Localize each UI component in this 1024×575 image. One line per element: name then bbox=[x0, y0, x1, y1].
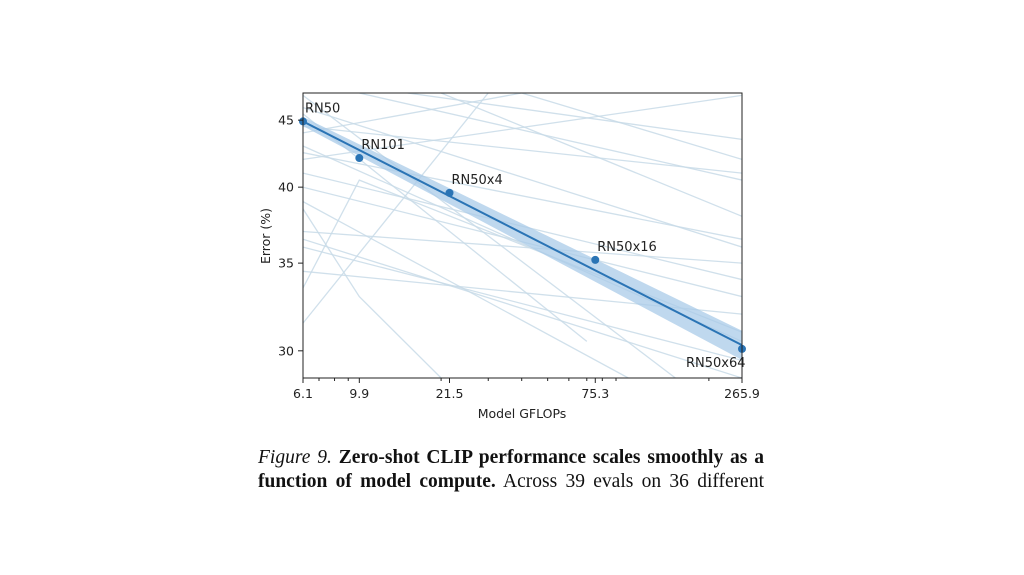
point-label-rn50: RN50 bbox=[305, 101, 340, 116]
trend-band-group bbox=[303, 116, 742, 360]
points-group: RN50 RN101 RN50x4 RN50x16 RN50x64 bbox=[299, 101, 746, 371]
background-series-line bbox=[303, 93, 522, 134]
background-series-line bbox=[407, 93, 742, 141]
background-series-line bbox=[303, 113, 588, 342]
background-series-line bbox=[303, 246, 742, 362]
background-series-line bbox=[303, 201, 629, 378]
background-series-line bbox=[303, 208, 442, 378]
background-series-line bbox=[303, 238, 742, 378]
trend-line-group bbox=[302, 120, 743, 347]
figure-caption: Figure 9. Zero-shot CLIP performance sca… bbox=[258, 446, 764, 494]
chart: RN50 RN101 RN50x4 RN50x16 RN50x64 6.1 9.9 21.5… bbox=[258, 92, 760, 421]
y-axis: 30 35 40 45 bbox=[278, 113, 303, 358]
y-tick-label: 35 bbox=[278, 256, 294, 271]
background-series-line bbox=[303, 93, 489, 324]
plot-frame bbox=[302, 92, 743, 379]
data-point-rn101 bbox=[355, 154, 364, 163]
caption-line-1: Figure 9. Zero-shot CLIP performance sca… bbox=[258, 446, 764, 470]
data-point-rn50x4 bbox=[445, 188, 454, 197]
caption-body-text: Across 39 evals on 36 different bbox=[503, 471, 764, 492]
background-series-line bbox=[303, 106, 742, 248]
caption-line-2: function of model compute. Across 39 eva… bbox=[258, 470, 764, 494]
background-series-line bbox=[303, 152, 742, 240]
y-axis-label: Error (%) bbox=[258, 208, 273, 264]
caption-figure-number: Figure 9. bbox=[258, 447, 332, 468]
point-label-rn50x16: RN50x16 bbox=[597, 240, 657, 255]
background-series-line bbox=[303, 125, 742, 174]
point-label-rn50x4: RN50x4 bbox=[452, 173, 503, 188]
x-axis-label: Model GFLOPs bbox=[478, 406, 567, 421]
x-axis: 6.1 9.9 21.5 75.3 265.9 bbox=[293, 378, 760, 401]
background-series-line bbox=[440, 93, 742, 217]
point-label-rn50x64: RN50x64 bbox=[686, 356, 746, 371]
data-point-rn50x16 bbox=[591, 255, 600, 264]
background-series-line bbox=[303, 94, 676, 378]
x-tick-label: 9.9 bbox=[349, 386, 369, 401]
background-series-line bbox=[359, 93, 742, 181]
x-tick-label: 6.1 bbox=[293, 386, 313, 401]
y-tick-label: 45 bbox=[278, 113, 294, 128]
x-tick-label: 75.3 bbox=[581, 386, 609, 401]
x-tick-label: 21.5 bbox=[436, 386, 464, 401]
background-lines bbox=[303, 93, 742, 378]
y-tick-label: 40 bbox=[278, 180, 294, 195]
caption-title-part-2: function of model compute. bbox=[258, 471, 496, 492]
background-series-line bbox=[303, 94, 742, 161]
x-tick-label: 265.9 bbox=[724, 386, 760, 401]
background-series-line bbox=[303, 230, 742, 264]
caption-title-part-1: Zero-shot CLIP performance scales smooth… bbox=[338, 447, 764, 468]
confidence-band bbox=[303, 116, 742, 360]
trend-line bbox=[302, 120, 743, 347]
y-tick-label: 30 bbox=[278, 343, 294, 358]
background-series-line bbox=[521, 93, 742, 161]
point-label-rn101: RN101 bbox=[361, 138, 405, 153]
